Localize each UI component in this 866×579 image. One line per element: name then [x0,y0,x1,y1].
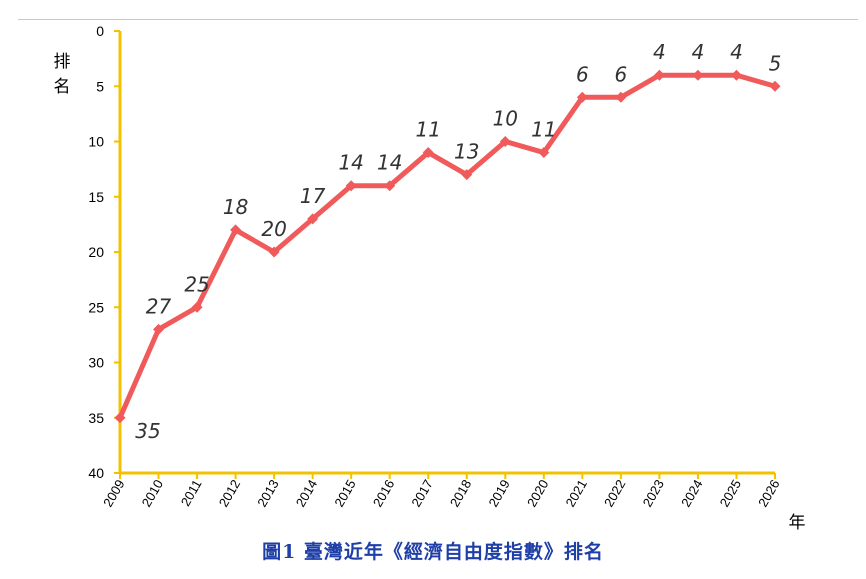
y-tick-label: 0 [96,23,104,39]
x-tick-label: 2009 [100,477,127,510]
data-labels: 35 27 25 18 20 17 14 14 11 13 10 11 6 6 4 4 4 5 [135,40,781,443]
data-label: 11 [531,118,556,142]
data-point-marker [230,224,242,236]
data-label: 11 [416,118,441,142]
data-point-marker [153,323,165,335]
data-point-marker [384,180,396,192]
series-line-path [117,72,778,421]
series-line [114,69,781,424]
y-tick-label: 15 [88,189,104,205]
y-tick-label: 35 [88,410,104,426]
data-point-marker [653,69,665,81]
x-tick-labels: 2009 2010 2011 2012 2013 2014 2015 2016 2017 2018… [100,473,783,510]
x-tick-label: 2018 [447,477,474,510]
x-tick-label: 2014 [293,477,320,510]
x-tick-label: 2026 [755,477,782,510]
x-tick-label: 2012 [216,477,243,510]
data-label: 27 [146,294,172,318]
y-tick-label: 20 [88,244,104,260]
data-label: 14 [377,151,402,175]
x-tick-label: 2013 [254,477,281,510]
data-point-marker [576,91,588,103]
x-tick-label: 2020 [524,477,551,510]
data-point-marker [769,80,781,92]
x-tick-label: 2025 [717,477,744,510]
y-tick-label: 5 [96,78,104,94]
data-label: 13 [454,140,479,164]
data-label: 14 [338,151,363,175]
top-rule [18,19,858,20]
data-label: 17 [300,184,326,208]
data-label: 6 [576,62,589,86]
data-point-marker [307,213,319,225]
data-point-marker [114,412,126,424]
data-point-marker [422,147,434,159]
data-label: 10 [493,107,518,131]
data-label: 4 [653,40,666,64]
y-tick-label: 40 [88,465,104,481]
x-tick-label: 2016 [370,477,397,510]
x-tick-label: 2015 [331,477,358,510]
x-tick-label: 2010 [139,477,166,510]
x-tick-label: 2011 [178,477,205,509]
y-tick-labels: 0 5 10 15 20 25 30 35 40 [88,23,120,481]
data-point-marker [461,169,473,181]
data-point-marker [345,180,357,192]
data-point-marker [191,301,203,313]
x-tick-label: 2022 [601,477,628,510]
x-tick-label: 2023 [640,477,667,510]
data-label: 6 [615,62,628,86]
y-tick-label: 30 [88,355,104,371]
data-point-marker [615,91,627,103]
data-point-marker [268,246,280,258]
y-tick-label: 25 [88,299,104,315]
y-tick-label: 10 [88,134,104,150]
data-label: 20 [261,217,286,241]
y-axis-title-char-2: 名 [54,77,71,97]
data-label: 35 [135,419,160,443]
data-label: 4 [692,40,705,64]
figure-caption: 圖1 臺灣近年《經濟自由度指數》排名 [262,541,604,563]
data-point-marker [499,136,511,147]
data-label: 25 [184,272,209,296]
y-axis-title-char-1: 排 [54,52,71,72]
data-label: 18 [223,195,248,219]
x-tick-label: 2021 [562,477,589,510]
data-point-marker [730,69,742,81]
data-label: 5 [769,51,782,75]
axes [118,31,775,475]
x-tick-label: 2019 [485,477,512,510]
x-axis-title: 年 [789,513,806,533]
data-point-marker [692,69,704,81]
data-label: 4 [730,40,743,64]
x-tick-label: 2024 [678,477,705,510]
data-point-marker [538,147,550,159]
x-tick-label: 2017 [408,477,435,510]
